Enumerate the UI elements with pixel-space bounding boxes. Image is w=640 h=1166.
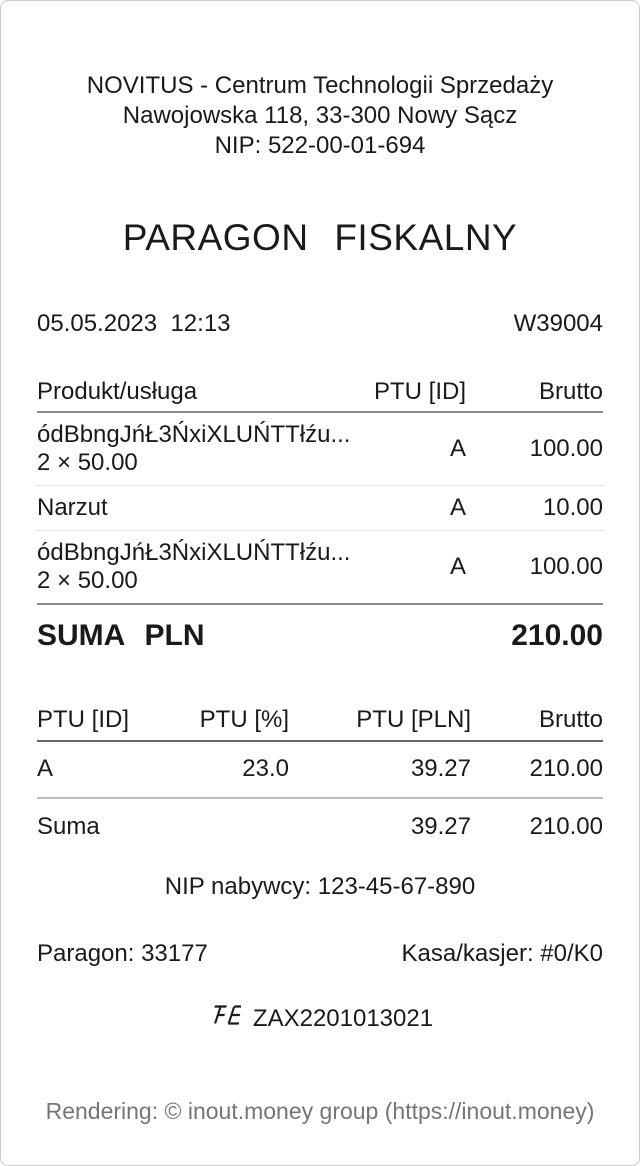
item-row: Narzut A 10.00 [37,486,603,531]
fiscal-pl-logo-icon [207,1002,245,1036]
item-qty: 2 × 50.00 [37,567,138,594]
tax-col-brutto: Brutto [538,706,603,733]
buyer-nip: NIP nabywcy: 123-45-67-890 [164,873,476,900]
register-cashier: Kasa/kasjer: #0/K0 [401,940,603,967]
item-name: ódBbngJńŁ3ŃxiXLUŃTTłźu... [37,421,351,448]
item-ptu: A [449,553,466,580]
items-col-product: Produkt/usługa [37,378,198,405]
tax-total-amount: 39.27 [410,813,471,840]
tax-total-label: Suma [37,813,100,840]
item-row: ódBbngJńŁ3ŃxiXLUŃTTłźu... 2 × 50.00 A 10… [37,531,603,605]
tax-total-brutto: 210.00 [529,813,603,840]
tax-row: A 23.0 39.27 210.00 [37,742,603,799]
total-row: SUMA PLN 210.00 [37,617,603,655]
tax-brutto: 210.00 [529,755,603,782]
receipt-number: Paragon: 33177 [37,940,208,967]
items-col-brutto: Brutto [538,378,603,405]
item-name: ódBbngJńŁ3ŃxiXLUŃTTłźu... [37,539,351,566]
tax-col-rate: PTU [%] [199,706,289,733]
receipt-title: PARAGON FISKALNY [122,217,518,258]
item-ptu: A [449,494,466,521]
item-row: ódBbngJńŁ3ŃxiXLUŃTTłźu... 2 × 50.00 A 10… [37,413,603,486]
rendering-note: Rendering: © inout.money group (https://… [45,1098,595,1124]
tax-rate: 23.0 [242,755,289,782]
receipt-datetime: 05.05.2023 12:13 [37,310,231,337]
tax-table-header: PTU [ID] PTU [%] PTU [PLN] Brutto [37,705,603,742]
seller-nip: NIP: 522-00-01-694 [214,132,426,159]
total-label: SUMA PLN [37,619,205,652]
fiscal-id-row: ZAX2201013021 [37,1002,603,1036]
item-brutto: 100.00 [529,435,603,462]
item-name: Narzut [37,494,108,521]
tax-total-row: Suma 39.27 210.00 [37,799,603,854]
item-brutto: 100.00 [529,553,603,580]
receipt-doc-number: W39004 [513,310,603,337]
tax-col-id: PTU [ID] [37,706,130,733]
item-ptu: A [449,435,466,462]
tax-id: A [37,755,54,782]
tax-col-pln: PTU [PLN] [356,706,471,733]
seller-address: Nawojowska 118, 33-300 Nowy Sącz [122,102,518,129]
item-brutto: 10.00 [542,494,603,521]
tax-amount: 39.27 [410,755,471,782]
total-amount: 210.00 [511,619,603,652]
fiscal-serial: ZAX2201013021 [252,1005,434,1032]
receipt-meta-row: Paragon: 33177 Kasa/kasjer: #0/K0 [37,939,603,969]
items-col-ptu: PTU [ID] [373,378,466,405]
seller-name: NOVITUS - Centrum Technologii Sprzedaży [86,72,554,99]
seller-block: NOVITUS - Centrum Technologii Sprzedaży … [37,71,603,161]
item-qty: 2 × 50.00 [37,449,138,476]
meta-row: 05.05.2023 12:13 W39004 [37,309,603,339]
items-table-header: Produkt/usługa PTU [ID] Brutto [37,377,603,413]
